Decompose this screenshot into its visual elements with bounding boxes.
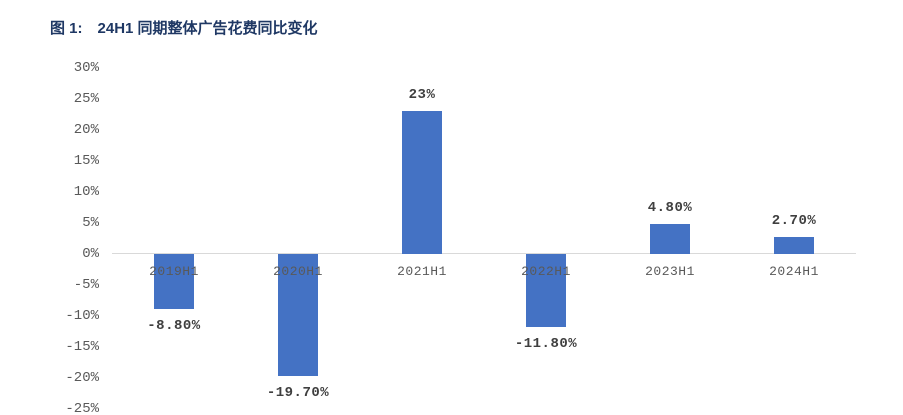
y-axis-tick-label: -10%: [65, 308, 99, 324]
bar-2022H1: [526, 254, 566, 328]
x-axis-category-label: 2020H1: [273, 264, 323, 279]
y-axis-tick-label: 25%: [73, 91, 99, 107]
data-label: -11.80%: [514, 336, 578, 353]
data-label: -19.70%: [266, 385, 330, 402]
y-axis-tick-label: -15%: [65, 339, 99, 355]
x-axis-category-label: 2019H1: [149, 264, 199, 279]
data-label: 4.80%: [647, 200, 693, 217]
x-axis-category-label: 2021H1: [397, 264, 447, 279]
y-axis-tick-label: 5%: [82, 215, 99, 231]
figure-title: 24H1 同期整体广告花费同比变化: [97, 20, 318, 37]
x-axis-category-label: 2022H1: [521, 264, 571, 279]
y-axis-tick-label: 30%: [73, 60, 99, 76]
data-label: 23%: [408, 87, 436, 104]
y-axis-tick-label: 15%: [73, 153, 99, 169]
y-axis-tick-label: 0%: [82, 246, 99, 262]
y-axis-tick-label: -25%: [65, 401, 99, 415]
x-axis-category-label: 2024H1: [769, 264, 819, 279]
figure-header: 图 1: 24H1 同期整体广告花费同比变化: [50, 17, 318, 38]
data-label: -8.80%: [147, 317, 201, 334]
x-axis-line: [112, 253, 856, 254]
bar-2023H1: [650, 224, 690, 254]
bar-2020H1: [278, 254, 318, 377]
y-axis-tick-label: 10%: [73, 184, 99, 200]
bar-2021H1: [402, 111, 442, 254]
bar-2019H1: [154, 254, 194, 309]
x-axis-category-label: 2023H1: [645, 264, 695, 279]
bar-2024H1: [774, 237, 814, 254]
y-axis-tick-label: -20%: [65, 370, 99, 386]
y-axis-tick-label: -5%: [73, 277, 99, 293]
figure-number-label: 图 1:: [50, 20, 83, 37]
data-label: 2.70%: [771, 213, 817, 230]
y-axis-tick-label: 20%: [73, 122, 99, 138]
